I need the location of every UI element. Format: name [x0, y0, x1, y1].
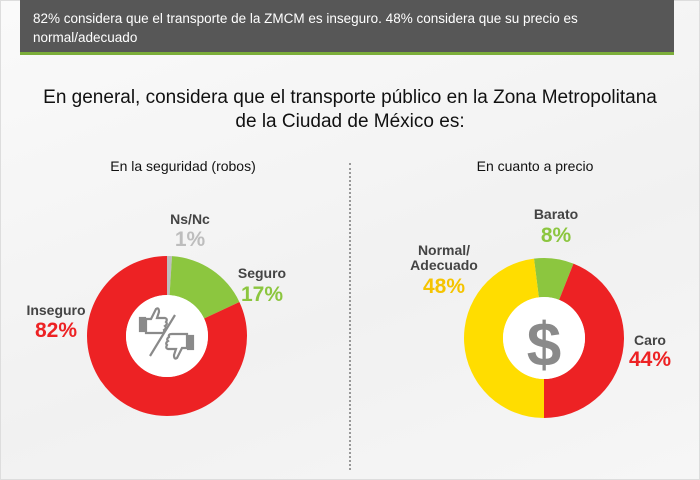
slice-ns-nc — [167, 256, 173, 296]
value-barato: 8% — [540, 224, 572, 247]
divider — [349, 163, 351, 470]
slice-caro — [544, 263, 624, 418]
summary-banner: 82% considera que el transporte de la ZM… — [20, 0, 674, 55]
label-normal: Normal/Adecuado — [410, 242, 478, 273]
label-seguro: Seguro — [237, 265, 287, 281]
value-caro: 44% — [628, 348, 672, 371]
label-caro: Caro — [634, 332, 666, 348]
donut-security — [87, 255, 248, 417]
slice-barato — [533, 258, 574, 300]
slice-inseguro — [87, 255, 248, 417]
donut-price — [464, 258, 624, 418]
title-line-2: de la Ciudad de México es: — [235, 111, 465, 132]
chart-title-price: En cuanto a precio — [476, 158, 594, 174]
value-normal: 48% — [422, 275, 466, 298]
chart-title-security: En la seguridad (robos) — [110, 158, 256, 174]
label-nsnc: Ns/Nc — [170, 211, 210, 227]
dollar-sign-icon: $ — [527, 311, 561, 380]
label-inseguro: Inseguro — [26, 302, 86, 318]
title-line-1: En general, considera que el transporte … — [43, 87, 657, 108]
thumbs-up-down-icon — [138, 307, 195, 360]
slice-normal-adecuado — [464, 258, 544, 418]
summary-text: 82% considera que el transporte de la ZM… — [33, 11, 578, 45]
slice-seguro — [169, 256, 240, 319]
donut-hole — [126, 295, 208, 377]
value-nsnc: 1% — [174, 228, 206, 251]
donut-hole — [503, 297, 585, 379]
value-seguro: 17% — [240, 283, 284, 306]
page-title: En general, considera que el transporte … — [0, 86, 700, 134]
label-barato: Barato — [533, 206, 579, 222]
value-inseguro: 82% — [34, 319, 78, 342]
